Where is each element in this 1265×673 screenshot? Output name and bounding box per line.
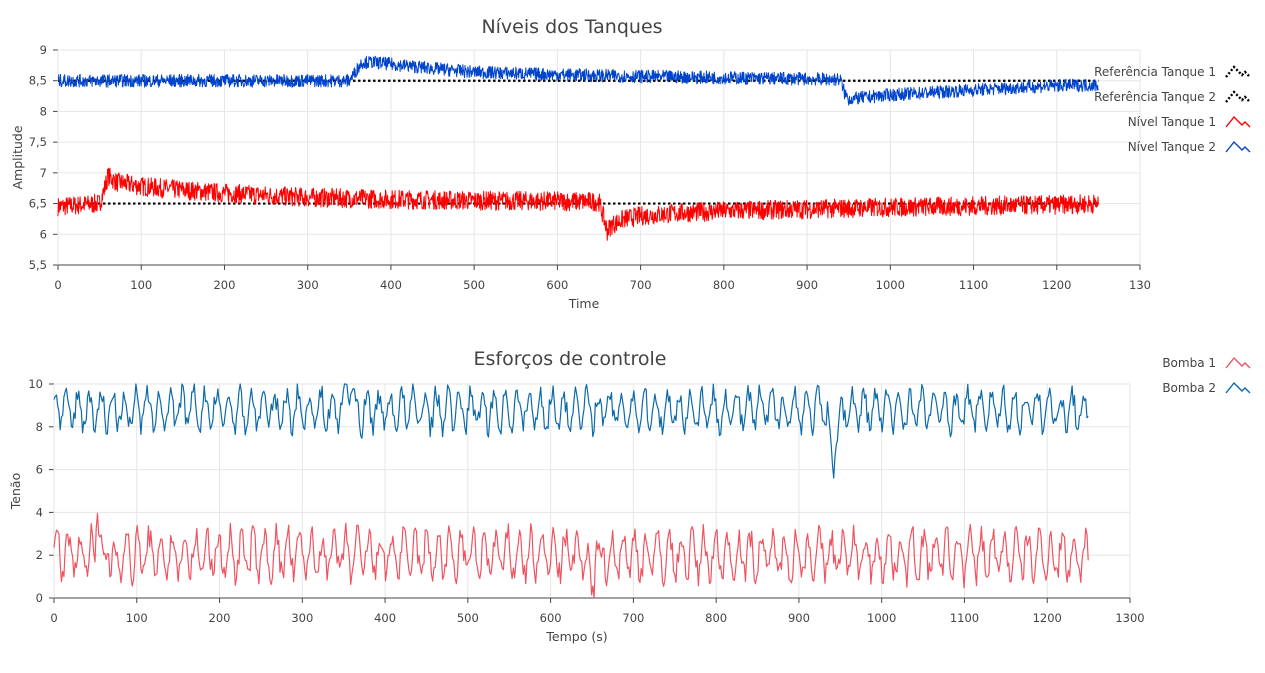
x-tick-label: 1100 bbox=[959, 278, 988, 292]
x-axis-label: Time bbox=[568, 296, 600, 311]
y-tick-label: 7 bbox=[40, 166, 47, 180]
legend-symbol bbox=[1225, 140, 1251, 153]
x-tick-label: 600 bbox=[546, 278, 568, 292]
x-tick-label: 130 bbox=[1129, 278, 1151, 292]
x-tick-label: 400 bbox=[380, 278, 402, 292]
series-line-n-vel-tanque-2 bbox=[57, 55, 1099, 106]
x-tick-label: 700 bbox=[622, 611, 644, 625]
legend-symbol bbox=[1225, 356, 1251, 369]
legend-label: Bomba 2 bbox=[1162, 381, 1216, 395]
x-tick-label: 1200 bbox=[1033, 611, 1062, 625]
y-tick-label: 6 bbox=[36, 463, 43, 477]
y-axis-label: Amplitude bbox=[10, 125, 25, 189]
x-tick-label: 100 bbox=[126, 611, 148, 625]
legend-symbol bbox=[1225, 90, 1251, 103]
y-tick-label: 9 bbox=[40, 43, 47, 57]
x-tick-label: 1200 bbox=[1042, 278, 1071, 292]
x-tick-label: 500 bbox=[457, 611, 479, 625]
x-tick-label: 1100 bbox=[950, 611, 979, 625]
x-tick-label: 300 bbox=[291, 611, 313, 625]
legend-symbol bbox=[1225, 115, 1251, 128]
x-tick-label: 400 bbox=[374, 611, 396, 625]
series-line-bomba-1 bbox=[53, 512, 1089, 599]
legend-symbol bbox=[1225, 381, 1251, 394]
y-tick-label: 7,5 bbox=[29, 135, 47, 149]
legend-label: Nível Tanque 1 bbox=[1128, 115, 1216, 129]
y-tick-label: 8 bbox=[40, 104, 47, 118]
series-line-n-vel-tanque-1 bbox=[57, 167, 1099, 241]
x-tick-label: 200 bbox=[213, 278, 235, 292]
x-axis-label: Tempo (s) bbox=[545, 629, 607, 644]
y-tick-label: 6,5 bbox=[29, 197, 47, 211]
legend-label: Referência Tanque 2 bbox=[1094, 90, 1216, 104]
x-tick-label: 800 bbox=[705, 611, 727, 625]
y-tick-label: 2 bbox=[36, 548, 43, 562]
chart-title: Níveis dos Tanques bbox=[481, 16, 662, 38]
y-tick-label: 10 bbox=[28, 377, 43, 391]
x-tick-label: 700 bbox=[630, 278, 652, 292]
y-tick-label: 5,5 bbox=[29, 258, 47, 272]
y-tick-label: 6 bbox=[40, 227, 47, 241]
x-tick-label: 600 bbox=[540, 611, 562, 625]
y-tick-label: 0 bbox=[36, 591, 43, 605]
x-tick-label: 800 bbox=[713, 278, 735, 292]
x-tick-label: 1000 bbox=[876, 278, 905, 292]
legend-label: Referência Tanque 1 bbox=[1094, 65, 1216, 79]
y-axis-label: Tenão bbox=[8, 473, 23, 510]
x-tick-label: 0 bbox=[50, 611, 57, 625]
series-line-bomba-2 bbox=[53, 383, 1089, 479]
y-tick-label: 8,5 bbox=[29, 74, 47, 88]
legend-label: Nível Tanque 2 bbox=[1128, 140, 1216, 154]
y-tick-label: 4 bbox=[36, 505, 43, 519]
x-tick-label: 1300 bbox=[1115, 611, 1144, 625]
x-tick-label: 900 bbox=[788, 611, 810, 625]
x-tick-label: 900 bbox=[796, 278, 818, 292]
x-tick-label: 500 bbox=[463, 278, 485, 292]
x-tick-label: 300 bbox=[297, 278, 319, 292]
x-tick-label: 200 bbox=[209, 611, 231, 625]
x-tick-label: 1000 bbox=[867, 611, 896, 625]
y-tick-label: 8 bbox=[36, 420, 43, 434]
x-tick-label: 100 bbox=[130, 278, 152, 292]
legend-label: Bomba 1 bbox=[1162, 356, 1216, 370]
legend-symbol bbox=[1225, 65, 1251, 78]
chart-title: Esforços de controle bbox=[474, 348, 667, 370]
x-tick-label: 0 bbox=[54, 278, 61, 292]
